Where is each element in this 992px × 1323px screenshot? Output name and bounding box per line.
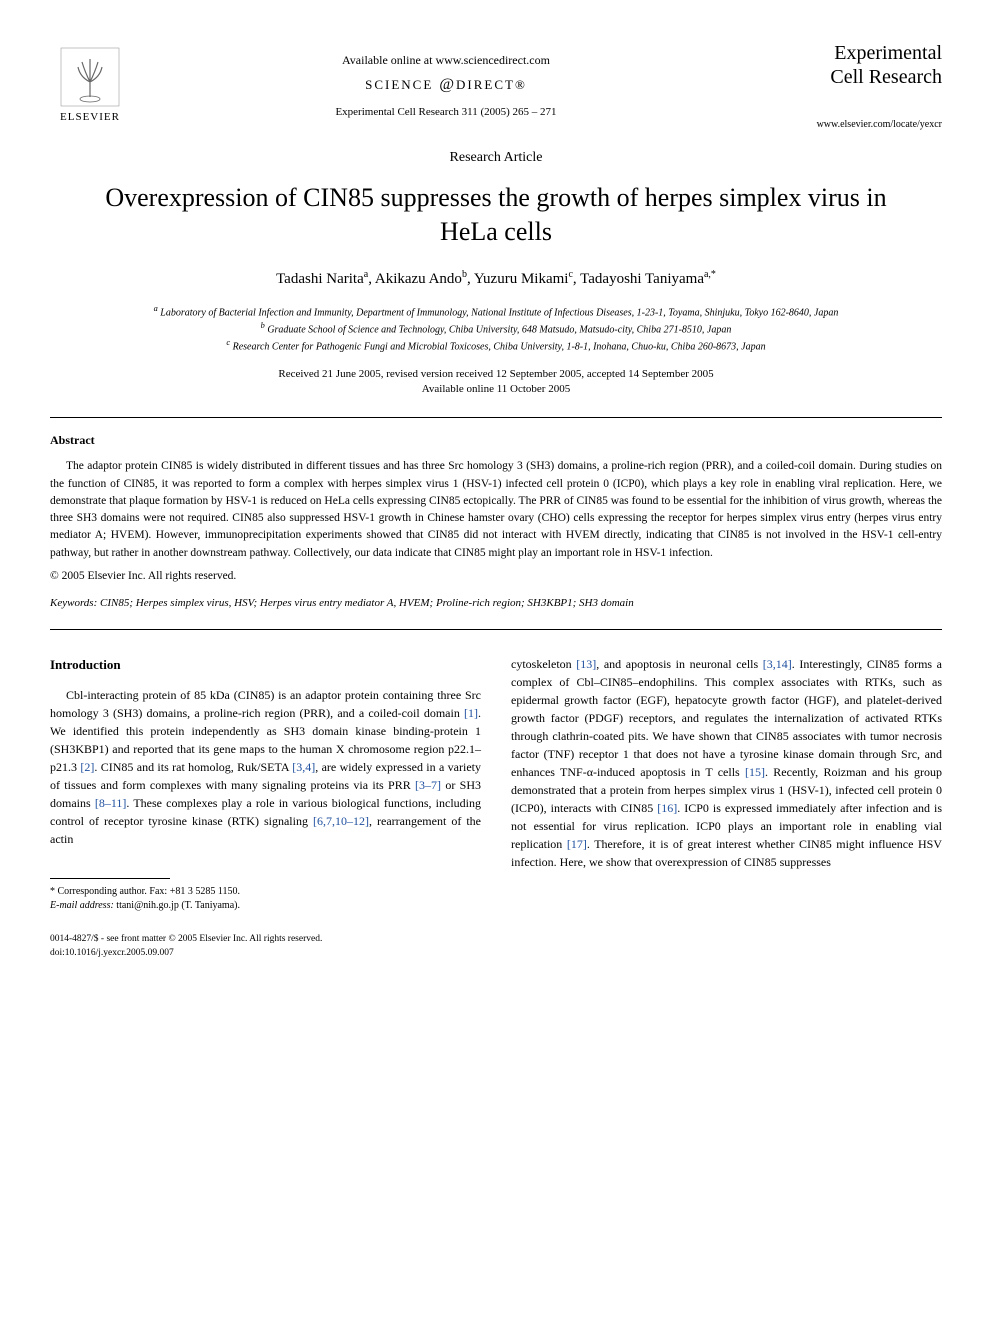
footnote-divider (50, 878, 170, 879)
affiliation-b: b Graduate School of Science and Technol… (50, 320, 942, 337)
email-footnote: E-mail address: ttani@nih.go.jp (T. Tani… (50, 899, 481, 913)
article-dates: Received 21 June 2005, revised version r… (50, 367, 942, 398)
affiliation-c: c Research Center for Pathogenic Fungi a… (50, 337, 942, 354)
abstract-text: The adaptor protein CIN85 is widely dist… (50, 458, 942, 562)
abstract-copyright: © 2005 Elsevier Inc. All rights reserved… (50, 570, 942, 582)
introduction-heading: Introduction (50, 655, 481, 675)
cite-3-7[interactable]: [3–7] (415, 778, 441, 792)
intro-paragraph-left: Cbl-interacting protein of 85 kDa (CIN85… (50, 686, 481, 848)
intro-paragraph-right: cytoskeleton [13], and apoptosis in neur… (511, 655, 942, 871)
footer-line1: 0014-4827/$ - see front matter © 2005 El… (50, 933, 942, 946)
divider-top (50, 417, 942, 418)
journal-name-line1: Experimental (762, 41, 942, 65)
cite-17[interactable]: [17] (567, 837, 587, 851)
keywords-label: Keywords: (50, 597, 97, 609)
article-type: Research Article (50, 150, 942, 166)
header-row: ELSEVIER Available online at www.science… (50, 40, 942, 130)
elsevier-logo: ELSEVIER (50, 40, 130, 130)
cite-16[interactable]: [16] (657, 801, 677, 815)
journal-url: www.elsevier.com/locate/yexcr (762, 119, 942, 130)
keywords-text: CIN85; Herpes simplex virus, HSV; Herpes… (100, 597, 634, 609)
divider-bottom (50, 629, 942, 630)
elsevier-label: ELSEVIER (60, 111, 120, 123)
authors: Tadashi Naritaa, Akikazu Andob, Yuzuru M… (50, 269, 942, 288)
cite-1[interactable]: [1] (464, 706, 478, 720)
available-online-text: Available online at www.sciencedirect.co… (130, 53, 762, 68)
right-column: cytoskeleton [13], and apoptosis in neur… (511, 655, 942, 914)
keywords: Keywords: CIN85; Herpes simplex virus, H… (50, 597, 942, 609)
affiliations: a Laboratory of Bacterial Infection and … (50, 303, 942, 355)
cite-2[interactable]: [2] (80, 760, 94, 774)
journal-name-box: Experimental Cell Research www.elsevier.… (762, 41, 942, 130)
cite-13[interactable]: [13] (576, 657, 596, 671)
email-address: ttani@nih.go.jp (T. Taniyama). (116, 900, 240, 911)
elsevier-tree-icon (60, 47, 120, 107)
left-column: Introduction Cbl-interacting protein of … (50, 655, 481, 914)
center-header: Available online at www.sciencedirect.co… (130, 53, 762, 118)
dates-line2: Available online 11 October 2005 (50, 382, 942, 397)
corresponding-footnote: * Corresponding author. Fax: +81 3 5285 … (50, 885, 481, 899)
abstract-heading: Abstract (50, 433, 942, 448)
journal-reference: Experimental Cell Research 311 (2005) 26… (130, 106, 762, 118)
email-label: E-mail address: (50, 900, 114, 911)
dates-line1: Received 21 June 2005, revised version r… (50, 367, 942, 382)
footer-line2: doi:10.1016/j.yexcr.2005.09.007 (50, 947, 942, 960)
page-footer: 0014-4827/$ - see front matter © 2005 El… (50, 933, 942, 960)
article-title: Overexpression of CIN85 suppresses the g… (90, 181, 902, 249)
cite-6-7-10-12[interactable]: [6,7,10–12] (313, 814, 369, 828)
cite-15[interactable]: [15] (745, 765, 765, 779)
affiliation-a: a Laboratory of Bacterial Infection and … (50, 303, 942, 320)
cite-3-4[interactable]: [3,4] (292, 760, 315, 774)
sciencedirect-logo: SCIENCE @DIRECT® (130, 76, 762, 94)
cite-3-14[interactable]: [3,14] (763, 657, 792, 671)
cite-8-11[interactable]: [8–11] (95, 796, 127, 810)
body-columns: Introduction Cbl-interacting protein of … (50, 655, 942, 914)
journal-name-line2: Cell Research (762, 65, 942, 89)
